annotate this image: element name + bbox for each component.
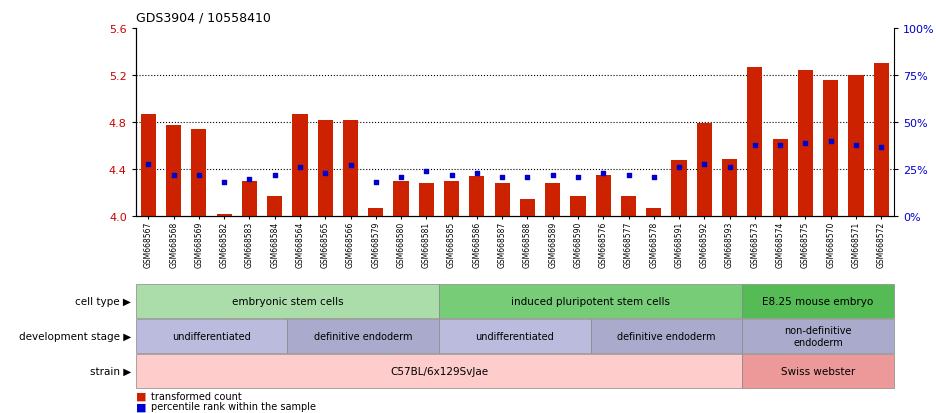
Bar: [343, 121, 358, 217]
Bar: [393, 182, 409, 217]
Text: undifferentiated: undifferentiated: [172, 331, 251, 341]
Point: [293, 165, 308, 171]
Bar: [241, 182, 257, 217]
Point: [596, 170, 611, 177]
Text: transformed count: transformed count: [151, 391, 241, 401]
Text: development stage ▶: development stage ▶: [19, 331, 131, 341]
Bar: [696, 124, 712, 217]
Bar: [136, 284, 439, 318]
Point: [242, 176, 257, 183]
Point: [445, 172, 460, 179]
Bar: [136, 354, 742, 388]
Point: [672, 165, 687, 171]
Bar: [873, 64, 889, 217]
Point: [622, 172, 636, 179]
Bar: [444, 182, 460, 217]
Bar: [494, 184, 510, 217]
Text: definitive endoderm: definitive endoderm: [617, 331, 716, 341]
Text: embryonic stem cells: embryonic stem cells: [231, 296, 344, 306]
Point: [141, 161, 156, 168]
Point: [470, 170, 485, 177]
Bar: [823, 81, 839, 217]
Bar: [439, 284, 742, 318]
Bar: [595, 176, 611, 217]
Point: [520, 174, 535, 180]
Point: [748, 142, 763, 149]
Bar: [292, 115, 308, 217]
Text: undifferentiated: undifferentiated: [475, 331, 554, 341]
Bar: [439, 319, 591, 353]
Bar: [621, 197, 636, 217]
Point: [495, 174, 510, 180]
Bar: [368, 209, 384, 217]
Point: [217, 180, 232, 186]
Bar: [646, 209, 662, 217]
Text: induced pluripotent stem cells: induced pluripotent stem cells: [511, 296, 670, 306]
Point: [546, 172, 561, 179]
Point: [268, 172, 283, 179]
Bar: [191, 130, 207, 217]
Bar: [317, 121, 333, 217]
Text: ■: ■: [136, 391, 146, 401]
Point: [773, 142, 788, 149]
Bar: [848, 76, 864, 217]
Text: non-definitive
endoderm: non-definitive endoderm: [784, 325, 852, 347]
Bar: [216, 214, 232, 217]
Text: C57BL/6x129SvJae: C57BL/6x129SvJae: [390, 366, 488, 376]
Point: [798, 140, 813, 147]
Bar: [570, 197, 586, 217]
Text: strain ▶: strain ▶: [90, 366, 131, 376]
Bar: [797, 71, 813, 217]
Text: percentile rank within the sample: percentile rank within the sample: [151, 401, 315, 411]
Point: [394, 174, 409, 180]
Bar: [136, 319, 287, 353]
Text: E8.25 mouse embryo: E8.25 mouse embryo: [763, 296, 873, 306]
Point: [874, 144, 889, 151]
Bar: [469, 177, 485, 217]
Text: definitive endoderm: definitive endoderm: [314, 331, 413, 341]
Point: [318, 170, 333, 177]
Bar: [545, 184, 561, 217]
Bar: [166, 125, 182, 217]
Point: [167, 172, 182, 179]
Bar: [267, 197, 283, 217]
Text: GDS3904 / 10558410: GDS3904 / 10558410: [136, 12, 271, 25]
Point: [697, 161, 712, 168]
Bar: [671, 160, 687, 217]
Bar: [747, 68, 763, 217]
Point: [849, 142, 864, 149]
Text: Swiss webster: Swiss webster: [781, 366, 856, 376]
Bar: [591, 319, 742, 353]
Point: [369, 180, 384, 186]
Text: cell type ▶: cell type ▶: [75, 296, 131, 306]
Bar: [742, 319, 894, 353]
Text: ■: ■: [136, 401, 146, 411]
Bar: [742, 354, 894, 388]
Point: [419, 169, 434, 175]
Bar: [742, 284, 894, 318]
Point: [824, 138, 839, 145]
Point: [571, 174, 586, 180]
Bar: [722, 159, 738, 217]
Bar: [772, 139, 788, 217]
Bar: [140, 115, 156, 217]
Bar: [418, 184, 434, 217]
Point: [647, 174, 662, 180]
Point: [344, 163, 358, 169]
Bar: [519, 199, 535, 217]
Bar: [287, 319, 439, 353]
Point: [192, 172, 207, 179]
Point: [723, 165, 738, 171]
